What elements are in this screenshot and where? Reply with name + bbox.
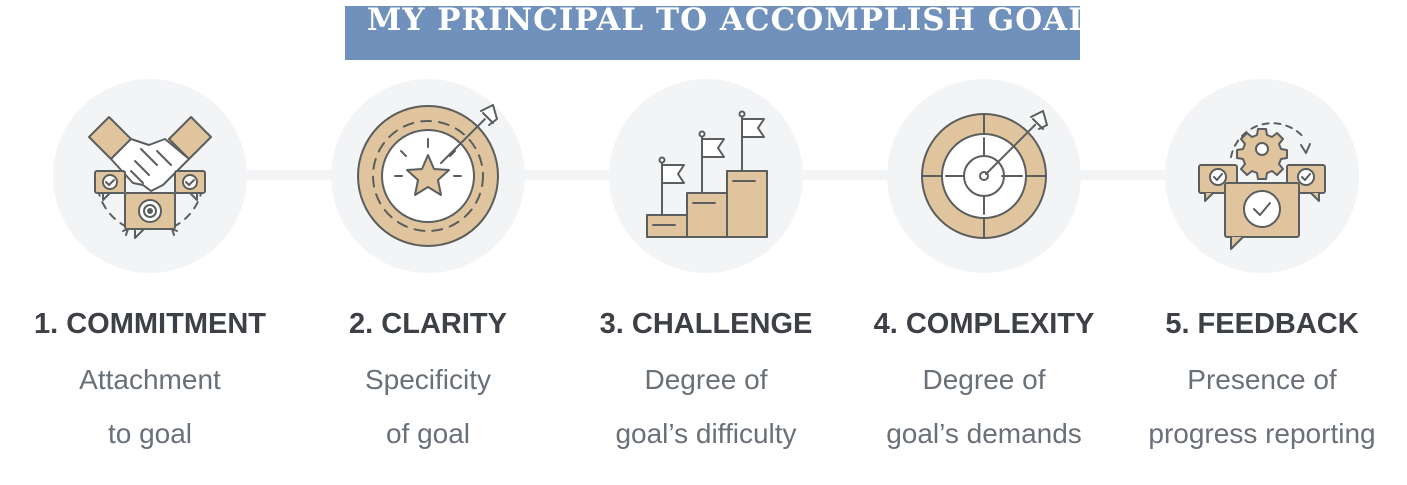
step-description-line1: Attachment	[79, 364, 221, 395]
step-complexity: 4. COMPLEXITY Degree of goal’s demands	[834, 0, 1134, 485]
step-description-line2: progress reporting	[1148, 418, 1376, 449]
step-description-line1: Specificity	[364, 364, 492, 395]
segmented-target-arrow-icon	[921, 110, 1048, 239]
step-feedback: 5. FEEDBACK Presence of progress reporti…	[1112, 0, 1407, 485]
step-title: 3. CHALLENGE	[599, 308, 813, 340]
step-description-line1: Degree of	[922, 364, 1046, 395]
page-title: MY PRINCIPAL TO ACCOMPLISH GOAL	[367, 6, 1080, 38]
podium-flags-icon	[646, 110, 768, 238]
step-description-line2: to goal	[107, 418, 193, 449]
step-description-line2: of goal	[385, 418, 471, 449]
icon-circle	[1165, 79, 1359, 273]
step-clarity: 2. CLARITY Specificity of goal	[278, 0, 578, 485]
step-title: 4. COMPLEXITY	[873, 308, 1095, 340]
step-title: 1. COMMITMENT	[34, 308, 266, 340]
icon-circle	[53, 79, 247, 273]
step-description-line1: Degree of	[644, 364, 768, 395]
icon-circle	[887, 79, 1081, 273]
title-banner: MY PRINCIPAL TO ACCOMPLISH GOAL	[345, 6, 1080, 60]
step-title: 5. FEEDBACK	[1165, 308, 1359, 340]
step-challenge: 3. CHALLENGE Degree of goal’s difficulty	[556, 0, 856, 485]
step-title: 2. CLARITY	[349, 308, 507, 340]
step-commitment: 1. COMMITMENT Attachment to goal	[0, 0, 300, 485]
star-target-arrow-icon	[357, 104, 499, 247]
icon-circle	[331, 79, 525, 273]
handshake-target-icon	[88, 116, 212, 239]
feedback-gear-checks-icon	[1198, 122, 1326, 250]
icon-circle	[609, 79, 803, 273]
step-description-line2: goal’s difficulty	[615, 418, 797, 449]
step-description-line2: goal’s demands	[886, 418, 1082, 449]
step-description-line1: Presence of	[1187, 364, 1337, 395]
